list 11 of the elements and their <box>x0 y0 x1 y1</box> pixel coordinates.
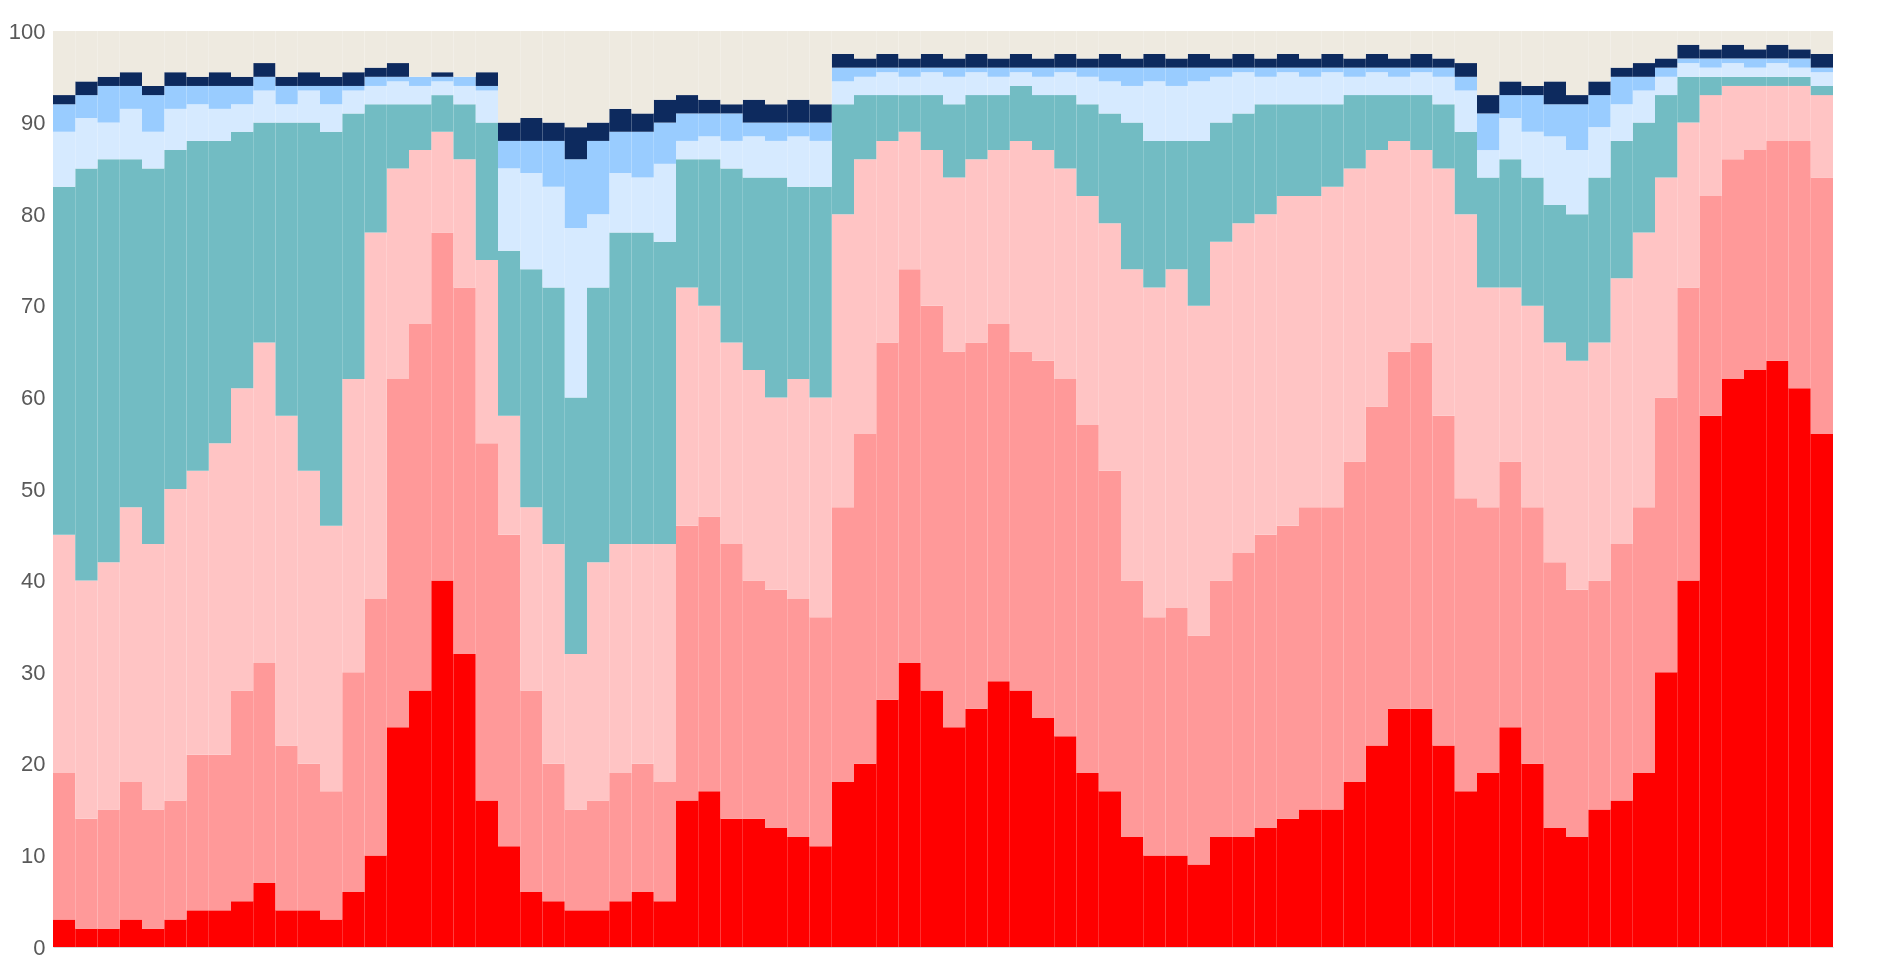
y-tick-label: 10 <box>21 842 46 868</box>
y-tick-label: 0 <box>33 934 46 956</box>
y-tick-label: 40 <box>21 568 46 594</box>
y-tick-label: 20 <box>21 751 46 777</box>
y-tick-label: 60 <box>21 384 46 410</box>
y-tick-label: 90 <box>21 110 46 136</box>
y-tick-label: 80 <box>21 201 46 227</box>
y-tick-label: 50 <box>21 476 46 502</box>
y-tick-label: 100 <box>8 18 46 44</box>
y-tick-label: 70 <box>21 293 46 319</box>
y-tick-label: 30 <box>21 659 46 685</box>
